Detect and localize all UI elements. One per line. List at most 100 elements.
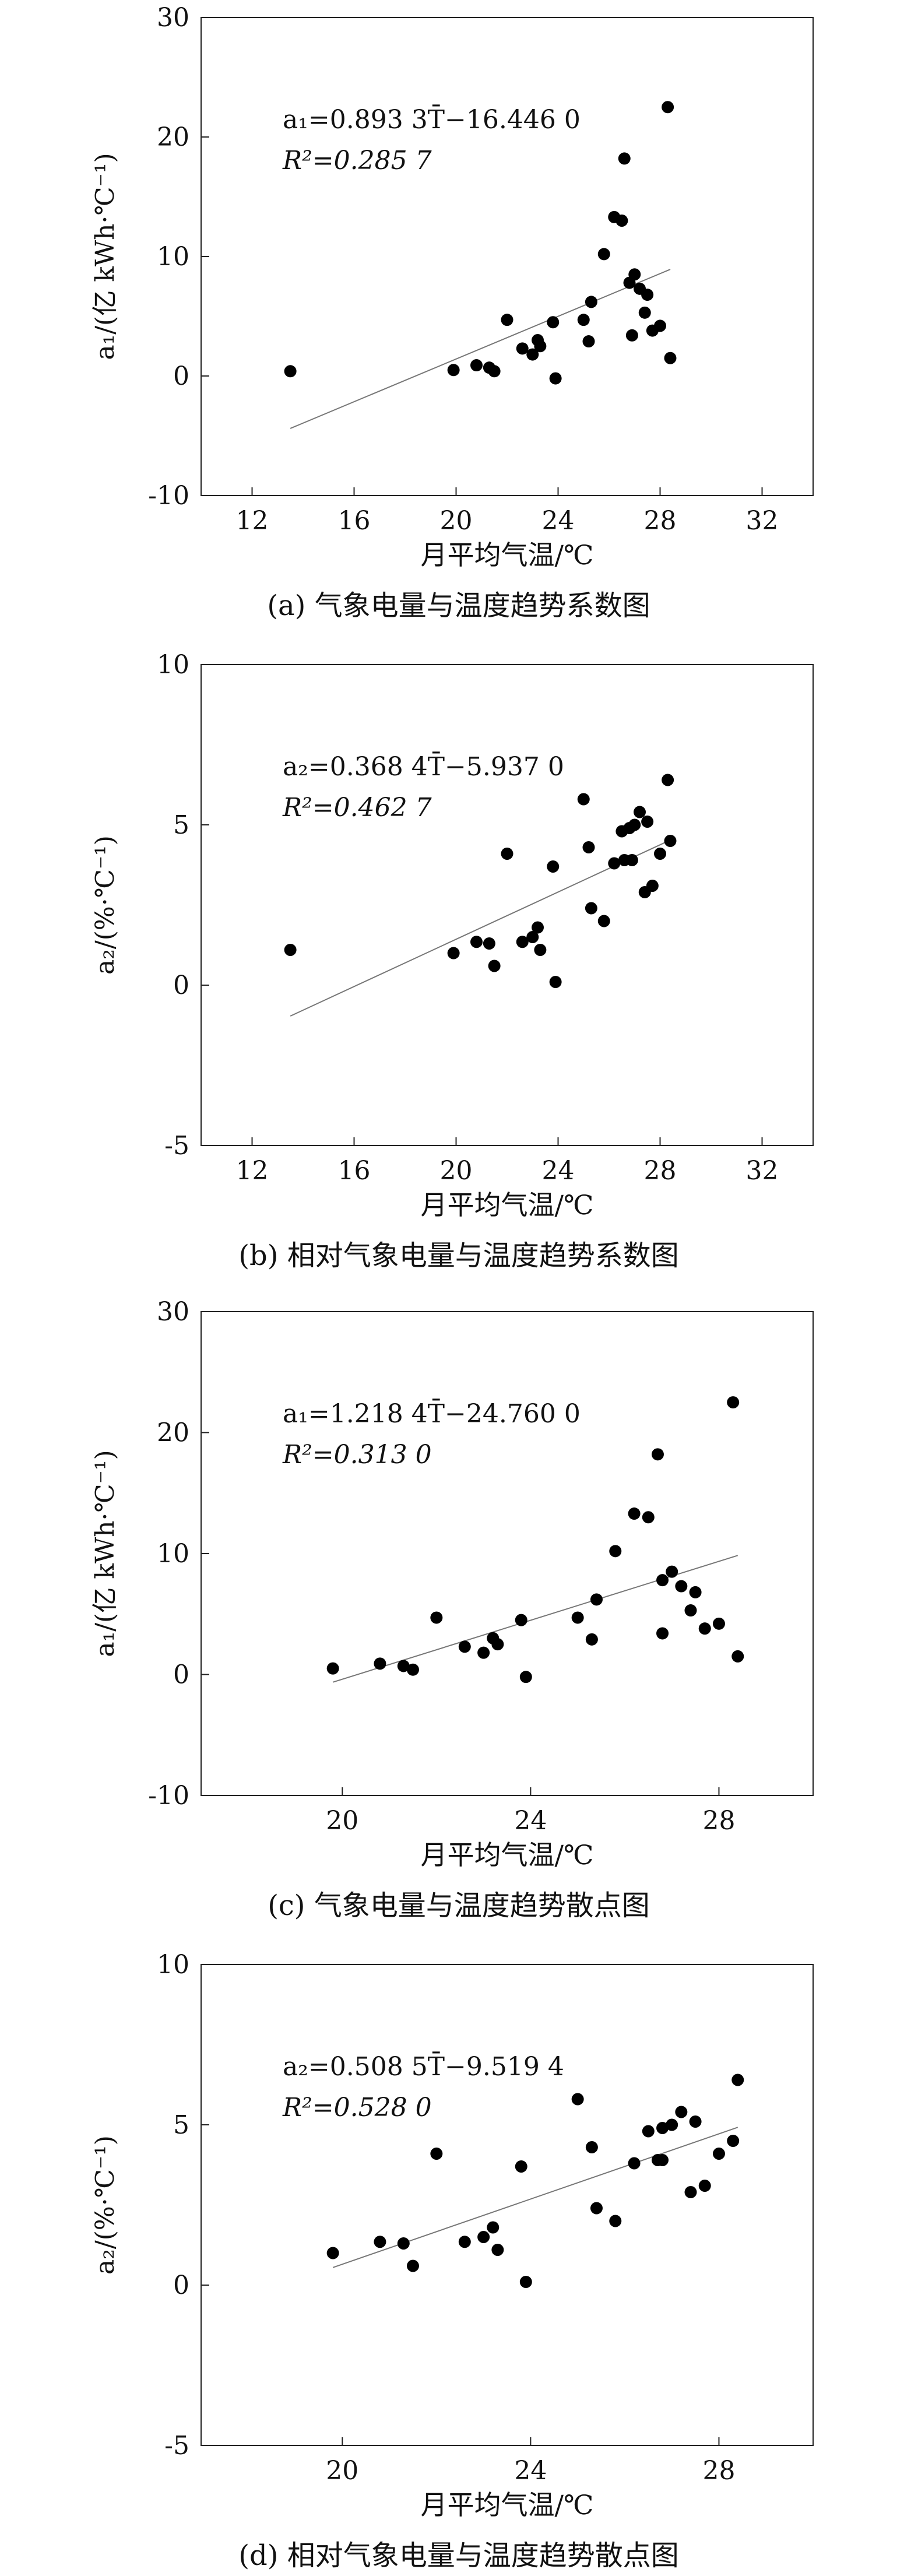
x-axis-label: 月平均气温/℃ [421, 1189, 594, 1221]
data-point [656, 1574, 669, 1587]
panel-caption: (d) 相对气象电量与温度趋势散点图 [238, 2539, 678, 2572]
data-point [488, 365, 501, 378]
chart-panel-b: 12 16 20 24 28 32 -5 0 5 10 a₂=0.368 4T̄−5.937 0 R²… [90, 650, 814, 1272]
y-tick-label: 20 [157, 122, 189, 152]
plot-frame [201, 1964, 814, 2446]
regression-equation: a₁=1.218 4T̄−24.760 0 [283, 1398, 581, 1429]
data-point [326, 1662, 339, 1675]
data-point [470, 936, 483, 948]
chart-panel-d: 20 24 28 -5 0 5 10 a₂=0.508 5T̄−9.519 4 R²=0.528… [90, 1950, 814, 2572]
data-point [585, 296, 597, 308]
data-point [625, 329, 638, 342]
x-tick-label: 28 [644, 506, 677, 536]
data-point [646, 880, 659, 892]
data-point [547, 860, 560, 873]
data-point [618, 152, 631, 165]
data-point [641, 289, 654, 301]
x-tick-label: 24 [514, 1806, 547, 1836]
data-point [447, 364, 460, 377]
x-tick-label: 20 [440, 1156, 473, 1186]
x-tick-label: 20 [326, 1806, 358, 1836]
data-point [458, 2236, 471, 2248]
data-point [519, 1671, 532, 1684]
r-squared: R²=0.528 0 [282, 2093, 432, 2122]
data-point [642, 1511, 655, 1524]
y-tick-label: 30 [157, 3, 189, 33]
data-point [684, 2186, 697, 2198]
data-point [625, 854, 638, 866]
r-squared: R²=0.313 0 [282, 1440, 432, 1470]
x-tick-label: 16 [338, 1156, 371, 1186]
data-point [577, 314, 590, 326]
regression-equation: a₁=0.893 3T̄−16.446 0 [283, 104, 581, 135]
x-tick-label: 28 [644, 1156, 677, 1186]
data-point [727, 2135, 740, 2147]
data-point [731, 2074, 744, 2086]
y-tick-label: 5 [173, 810, 189, 840]
data-point [675, 1580, 688, 1593]
data-point [488, 960, 501, 972]
data-point [571, 1611, 584, 1624]
data-point [549, 976, 562, 988]
data-point [487, 2221, 500, 2234]
data-point [698, 1622, 711, 1635]
data-point [597, 915, 610, 927]
x-tick-label: 16 [338, 506, 371, 536]
x-tick-label: 24 [542, 506, 575, 536]
data-point [526, 348, 539, 361]
data-point [582, 841, 595, 853]
data-point [571, 2093, 584, 2106]
y-axis-label: a₂/(%·℃⁻¹) [90, 835, 120, 975]
data-point [656, 2122, 669, 2134]
data-point [374, 2236, 386, 2248]
x-tick-label: 24 [514, 2456, 547, 2486]
x-tick-label: 28 [702, 1806, 735, 1836]
data-point [470, 359, 483, 372]
y-tick-label: 0 [173, 971, 189, 1000]
data-point [666, 1565, 678, 1578]
data-point [609, 1545, 622, 1558]
data-point [374, 1657, 386, 1670]
data-point [326, 2247, 339, 2259]
data-point [634, 806, 646, 818]
y-tick-label: 0 [173, 2271, 189, 2300]
data-point [477, 1646, 490, 1659]
data-point [675, 2106, 688, 2118]
data-point [491, 1638, 504, 1651]
data-point [430, 1611, 443, 1624]
data-point [406, 1663, 419, 1676]
x-tick-label: 28 [702, 2456, 735, 2486]
y-tick-label: 10 [157, 650, 189, 680]
data-point [642, 2125, 655, 2138]
data-point [656, 2154, 669, 2166]
data-point [638, 306, 651, 319]
data-point [628, 1507, 641, 1520]
x-tick-label: 12 [236, 506, 269, 536]
data-point [662, 101, 674, 114]
chart-panel-a: 12 16 20 24 28 32 -10 0 10 20 30 a₁=0.893 3T̄−16.44… [90, 3, 814, 622]
data-point [501, 314, 513, 326]
data-point [712, 1617, 725, 1630]
data-point [628, 2157, 641, 2170]
data-point [609, 2215, 622, 2227]
plot-frame [201, 664, 814, 1146]
y-axis-label: a₁/(亿 kWh·℃⁻¹) [90, 153, 120, 360]
data-point [491, 2244, 504, 2256]
y-axis-label: a₁/(亿 kWh·℃⁻¹) [90, 1450, 120, 1657]
data-point [519, 2276, 532, 2288]
trend-line [290, 269, 671, 429]
data-point [397, 1660, 410, 1672]
data-point [534, 340, 547, 353]
y-tick-label: 10 [157, 242, 189, 272]
data-point [664, 835, 677, 847]
data-point [526, 931, 539, 943]
data-point [666, 2118, 678, 2131]
data-point [477, 2231, 490, 2243]
data-point [501, 848, 513, 860]
data-point [515, 1614, 527, 1626]
r-squared: R²=0.462 7 [282, 793, 432, 823]
y-tick-label: 20 [157, 1418, 189, 1448]
y-axis-label: a₂/(%·℃⁻¹) [90, 2135, 120, 2275]
y-tick-label: 30 [157, 1297, 189, 1327]
data-point [582, 335, 595, 348]
